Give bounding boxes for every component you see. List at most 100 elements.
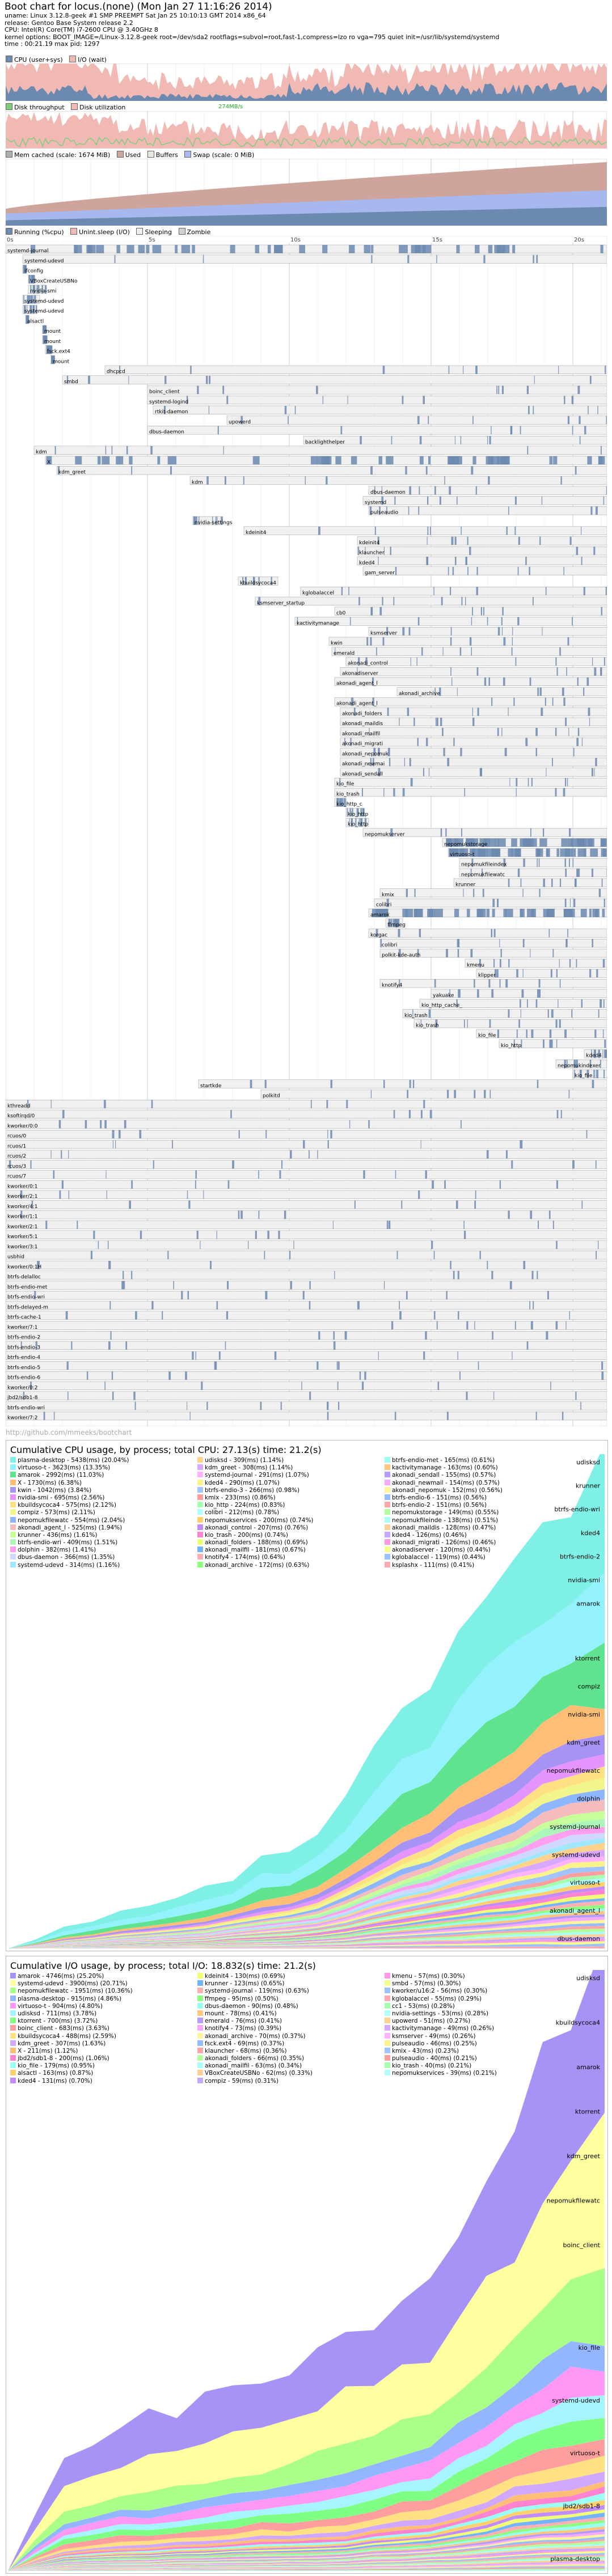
time-tick-label: 0s [7,237,14,243]
process-cpu-tick [20,1190,23,1199]
process-cpu-tick [459,838,463,847]
time-tick-label: 5s [149,237,155,243]
process-cpu-tick [341,587,343,596]
legend-text: akonadiserver - 120(ms) (0.44%) [392,1547,491,1554]
process-cpu-tick [448,566,449,575]
process-cpu-tick [546,1331,548,1340]
cumulative-band [8,1819,605,1948]
legend-entry: akonadi_migrati - 126(ms) (0.46%) [385,1539,572,1547]
process-cpu-tick [131,1270,133,1279]
process-cpu-tick [492,909,495,917]
process-bar [6,1120,607,1129]
process-cpu-tick [496,848,500,857]
process-cpu-tick [565,1321,567,1330]
process-cpu-tick [369,506,372,515]
process-cpu-tick [317,456,325,465]
process-cpu-tick [294,405,296,414]
process-cpu-tick [289,1251,291,1260]
process-cpu-tick [603,496,605,505]
process-cpu-tick [310,1100,312,1108]
legend-swatch [10,1554,16,1560]
process-cpu-tick [299,245,305,253]
legend-text: kmix - 43(ms) (0.23%) [392,2047,459,2054]
legend-text: mount - 78(ms) (0.41%) [205,2010,277,2017]
cumulative-band [8,1938,605,1948]
process-cpu-tick [501,385,504,395]
process-cpu-tick [482,888,484,897]
legend-text: kglobalaccel - 55(ms) (0.29%) [392,1995,482,2002]
process-cpu-tick [250,1079,252,1088]
legend-swatch [10,1472,16,1478]
process-label: ksmserver_startup [257,600,305,606]
process-cpu-tick [126,446,128,455]
legend-swatch [197,2025,203,2031]
process-cpu-tick [577,727,580,736]
process-cpu-tick [590,506,593,515]
legend-swap: Swap (scale: 0 MiB) [193,151,255,159]
process-cpu-tick [358,818,360,827]
process-label: nepomukserver [365,832,405,837]
process-cpu-tick [564,1029,567,1038]
process-cpu-tick [216,516,218,525]
process-cpu-tick [427,496,429,505]
legend-swatch [385,1973,390,1978]
process-cpu-tick [474,1321,475,1330]
process-cpu-tick [114,255,116,264]
process-cpu-tick [430,526,432,535]
process-cpu-tick [472,456,476,465]
process-cpu-tick [601,607,602,616]
legend-swatch [197,1539,203,1545]
process-cpu-tick [539,536,541,545]
process-cpu-tick [475,1190,476,1199]
process-cpu-tick [494,969,497,978]
legend-swatch [385,1472,390,1478]
cpu-swatch [6,56,12,62]
process-cpu-tick [264,1079,267,1088]
process-cpu-tick [495,838,500,847]
legend-swatch [10,2055,16,2061]
process-cpu-tick [441,597,443,605]
process-bar [362,496,607,505]
legend-entry: akonadi_sendall - 155(ms) (0.57%) [385,1472,572,1479]
process-cpu-tick [421,647,423,656]
process-cpu-tick [477,989,479,998]
process-cpu-tick [472,416,474,425]
footer-link[interactable]: http://github.com/mmeeks/bootchart [6,1429,132,1437]
process-cpu-tick [347,808,348,817]
process-cpu-tick [605,587,607,596]
process-label: kio_http_cache_ [421,1003,462,1009]
process-label: knotify4 [382,983,403,989]
legend-text: nepomukfilewatc - 1951(ms) (10.36%) [18,1988,133,1995]
legend-entry: btrfs-endio-3 - 266(ms) (0.98%) [197,1486,385,1494]
series-end-label: systemd-udevd [552,2397,600,2404]
process-cpu-tick [479,959,482,968]
process-cpu-tick [197,385,199,395]
legend-buffers: Buffers [155,151,178,159]
series-end-label: compiz [578,1683,601,1690]
process-cpu-tick [508,878,510,887]
process-cpu-tick [413,909,422,917]
process-label: kthreadd [7,1103,30,1109]
process-cpu-tick [564,1060,566,1068]
process-cpu-tick [215,1361,217,1370]
cpu-usage-area [6,82,607,101]
series-end-label: nepomukfilewatc [547,1767,600,1774]
process-cpu-tick [423,1100,425,1108]
legend-swatch [10,1457,16,1463]
process-cpu-tick [529,1301,531,1310]
process-cpu-tick [545,587,547,596]
legend-io-label: I/O (wait) [78,56,107,63]
process-cpu-tick [337,798,339,807]
legend-entry: nepomukstorage - 149(ms) (0.55%) [385,1509,572,1516]
legend-swatch [197,1494,203,1500]
cpu-cumulative-legend: plasma-desktop - 5438(ms) (20.04%) virtuo… [10,1457,577,1569]
legend-entry: systemd-journal - 291(ms) (1.07%) [197,1472,385,1479]
process-label: btrfs-endio-2 [7,1335,40,1341]
process-cpu-tick [486,848,493,857]
legend-text: VBoxCreateUSBNo - 62(ms) (0.33%) [205,2070,313,2077]
legend-swatch [10,2002,16,2009]
process-label: fsck.ext4 [47,349,70,355]
process-cpu-tick [334,1270,335,1279]
process-cpu-tick [556,1240,558,1249]
process-cpu-tick [105,1170,107,1179]
